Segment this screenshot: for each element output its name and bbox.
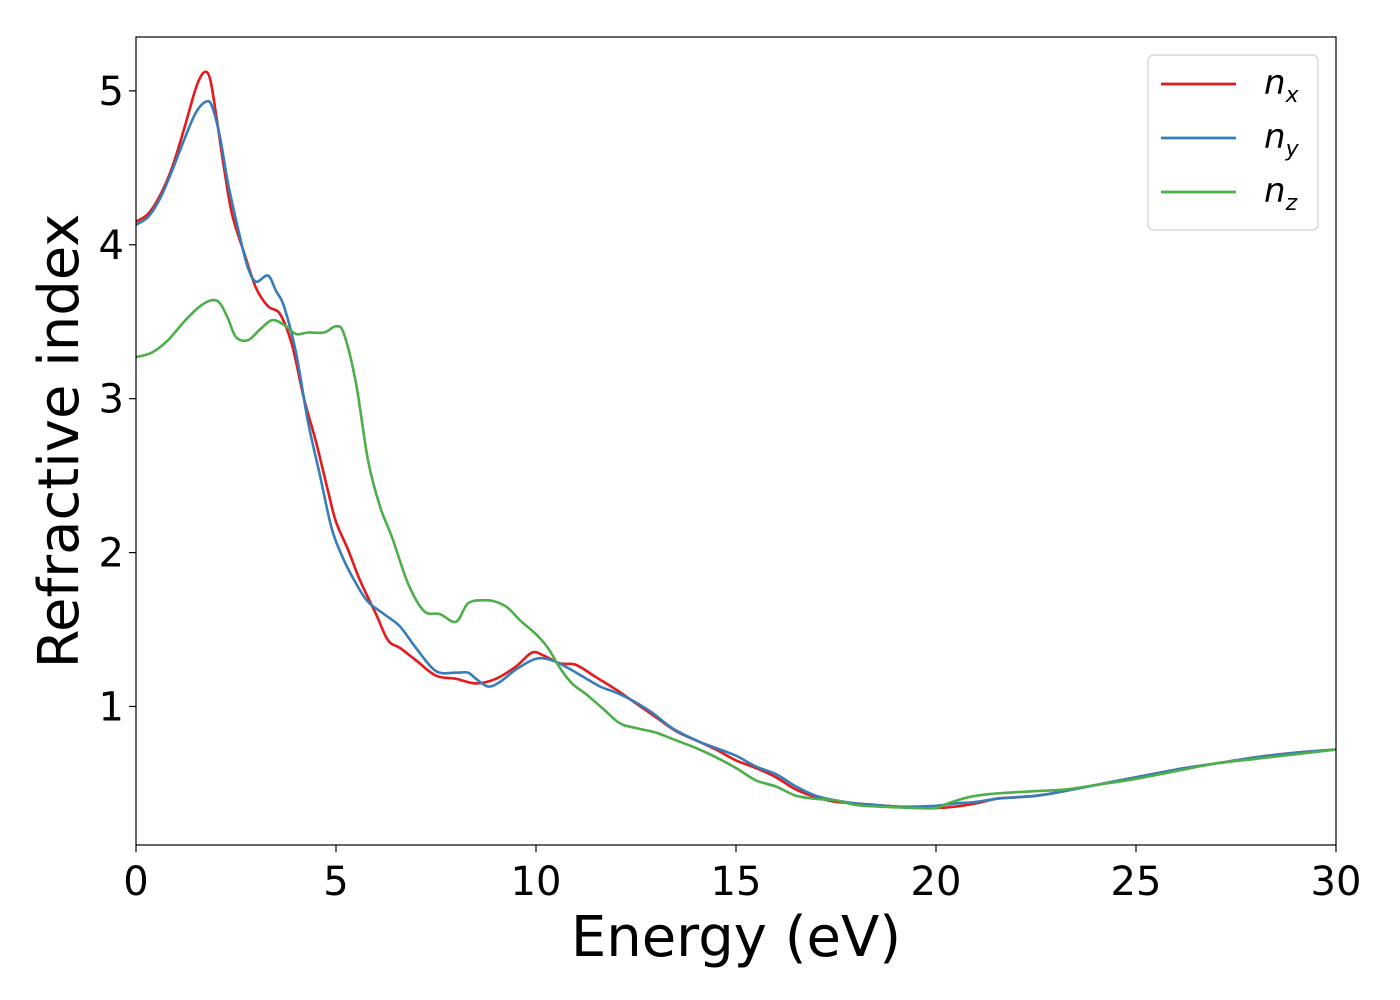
y-tick-label: 4 <box>99 223 124 269</box>
x-tick-label: 30 <box>1311 859 1362 905</box>
y-tick-label: 2 <box>99 531 124 577</box>
x-tick-label: 0 <box>123 859 148 905</box>
x-axis-label: Energy (eV) <box>571 905 901 970</box>
legend-frame <box>1147 54 1319 231</box>
y-tick-label: 1 <box>99 684 124 730</box>
legend-label-nx: nx <box>1264 63 1300 108</box>
x-tick-label: 20 <box>911 859 962 905</box>
x-tick-label: 25 <box>1111 859 1162 905</box>
y-tick-label: 5 <box>99 69 124 115</box>
x-tick-label: 10 <box>511 859 562 905</box>
x-axis: 0 5 10 15 20 25 30 <box>123 845 1361 905</box>
y-axis: 1 2 3 4 5 <box>99 69 136 730</box>
x-tick-label: 5 <box>323 859 348 905</box>
series-line-ny <box>136 99 1336 808</box>
y-tick-label: 3 <box>99 377 124 423</box>
y-axis-label: Refractive index <box>27 214 92 669</box>
x-tick-label: 15 <box>711 859 762 905</box>
series-line-nz <box>136 298 1336 810</box>
series-layer <box>136 70 1336 810</box>
